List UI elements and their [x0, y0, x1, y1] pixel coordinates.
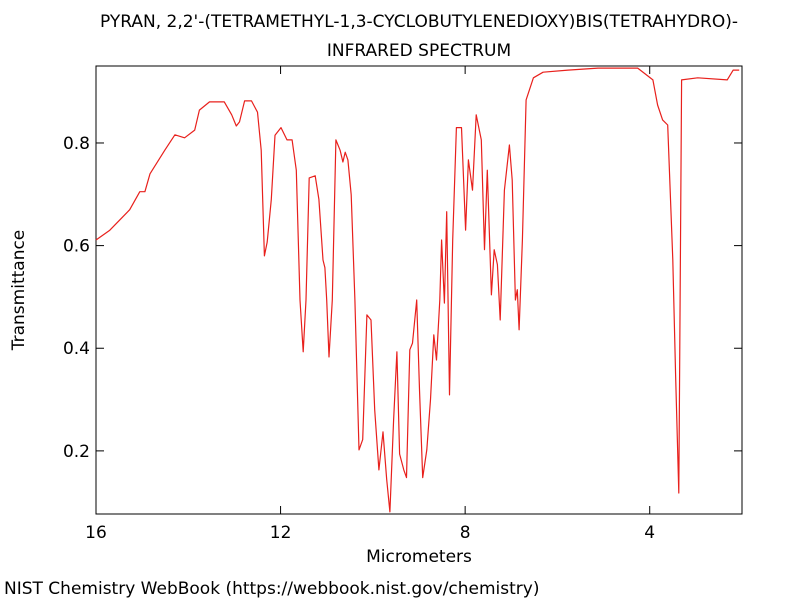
x-tick-label: 16 — [85, 523, 107, 543]
source-note: NIST Chemistry WebBook (https://webbook.… — [4, 579, 539, 599]
y-tick-label: 0.2 — [63, 442, 90, 462]
x-tick-label: 8 — [460, 523, 471, 543]
x-tick-label: 4 — [644, 523, 655, 543]
chart-title: PYRAN, 2,2'-(TETRAMETHYL-1,3-CYCLOBUTYLE… — [100, 12, 738, 32]
plot-frame — [95, 65, 743, 515]
y-tick-label: 0.4 — [63, 339, 90, 359]
x-tick-label: 12 — [270, 523, 292, 543]
y-tick-label: 0.6 — [63, 237, 90, 257]
y-axis-label: Transmittance — [9, 230, 29, 352]
y-tick-label: 0.8 — [63, 134, 90, 154]
spectrum-line — [95, 67, 740, 513]
x-axis-label: Micrometers — [366, 547, 472, 567]
chart-subtitle: INFRARED SPECTRUM — [327, 41, 511, 61]
